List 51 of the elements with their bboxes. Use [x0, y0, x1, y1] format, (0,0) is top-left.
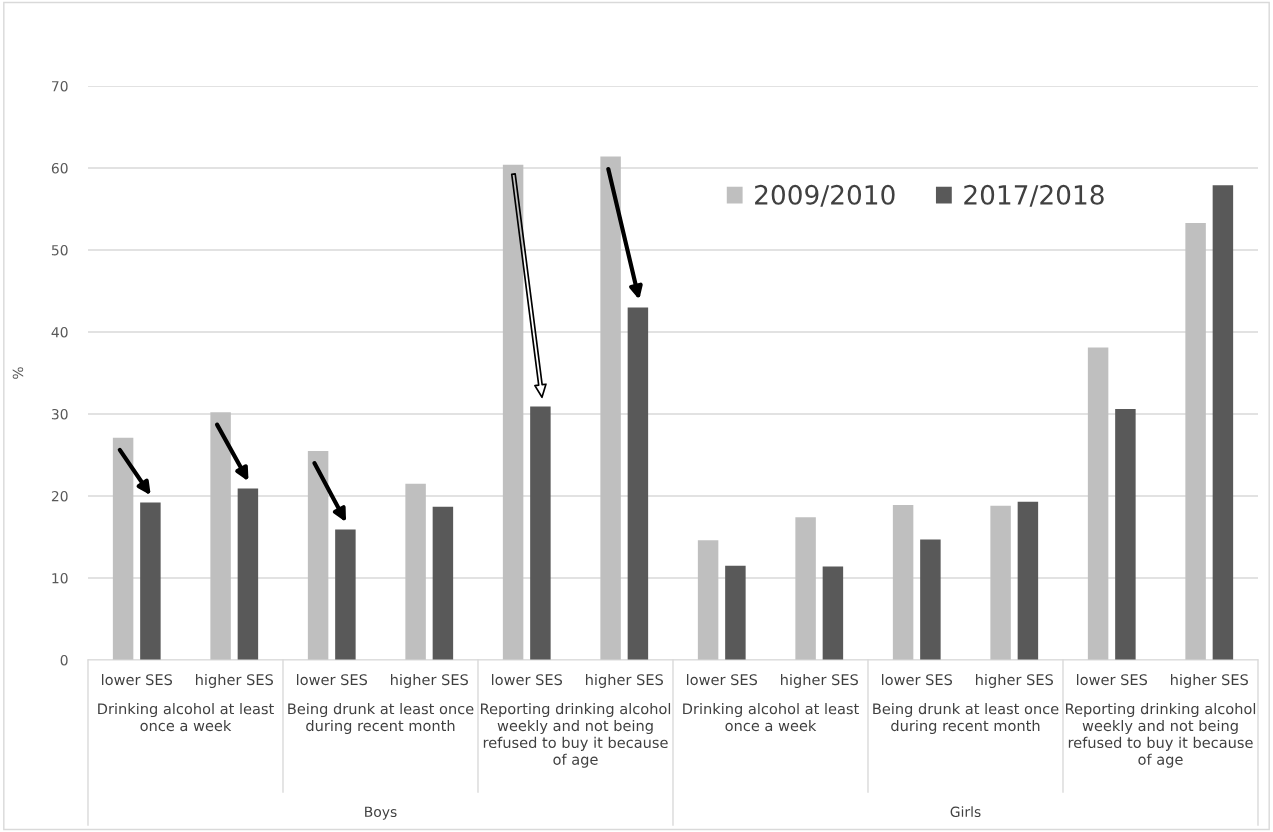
- y-tick-label: 10: [52, 572, 68, 584]
- y-tick-label: 40: [51, 326, 68, 338]
- bar: [627, 307, 649, 660]
- x-tick-label: higher SES: [781, 673, 858, 688]
- x-tick-label: lower SES: [297, 673, 368, 686]
- bar: [892, 505, 914, 660]
- y-tick-label: 60: [51, 162, 68, 174]
- bar: [822, 566, 844, 660]
- x-tick-label: higher SES: [391, 673, 468, 688]
- y-tick-label: 0: [60, 654, 68, 666]
- bar: [140, 502, 161, 660]
- x-tick-label: lower SES: [492, 673, 563, 686]
- bar: [1115, 409, 1136, 660]
- bar: [1185, 222, 1206, 660]
- bar: [990, 505, 1011, 660]
- y-axis-title: %: [12, 367, 24, 379]
- x-tick-label: lower SES: [687, 673, 758, 686]
- bar: [530, 406, 551, 660]
- text: Being drunk at least once during recent month: [288, 703, 474, 734]
- bar: [405, 483, 426, 660]
- bar: [697, 540, 719, 660]
- y-tick-label: 20: [51, 490, 68, 502]
- bar: [725, 565, 746, 660]
- text: Drinking alcohol at least once a week: [98, 703, 274, 732]
- x-tick-label: higher SES: [976, 673, 1053, 688]
- x-tick-label: lower SES: [882, 673, 953, 686]
- text: Reporting drinking alcohol weekly and not being refused to buy it because of age: [481, 703, 671, 768]
- x-tick-label: higher SES: [196, 673, 273, 688]
- text: Drinking alcohol at least once a week: [683, 703, 859, 732]
- bar: [1087, 347, 1109, 660]
- y-tick-label: 30: [51, 408, 68, 420]
- bar: [335, 529, 356, 660]
- legend-label: 2017/2018: [964, 184, 1104, 207]
- y-tick-label: 50: [51, 244, 68, 256]
- x-tick-label: lower SES: [102, 673, 173, 686]
- y-tick-label: 70: [52, 80, 68, 92]
- bar: [237, 488, 259, 660]
- bar: [1017, 501, 1039, 660]
- bar: [1212, 185, 1234, 660]
- text: Reporting drinking alcohol weekly and not being refused to buy it because of age: [1066, 703, 1256, 768]
- bar: [502, 164, 524, 660]
- x-tick-label: higher SES: [586, 673, 663, 688]
- x-tick-label: higher SES: [1171, 673, 1248, 688]
- bar: [432, 506, 454, 660]
- bar: [795, 517, 816, 660]
- legend-label: 2009/2010: [755, 184, 895, 207]
- x-tick-label: lower SES: [1077, 673, 1148, 686]
- text: Girls: [950, 806, 981, 818]
- text: Boys: [365, 806, 397, 820]
- text: Being drunk at least once during recent month: [873, 703, 1059, 734]
- bar: [920, 539, 941, 660]
